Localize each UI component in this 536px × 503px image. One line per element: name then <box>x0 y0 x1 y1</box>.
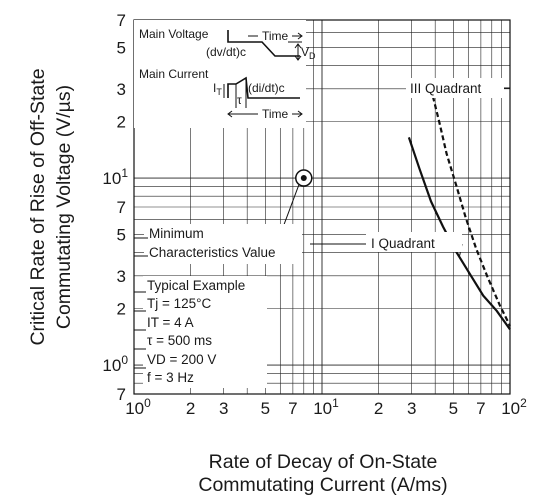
typical-example-box: Typical Example Tj = 125°C IT = 4 A τ = … <box>134 276 267 388</box>
x-tick-label: 101 <box>313 396 339 418</box>
i-quadrant-label-group: I Quadrant <box>366 232 462 252</box>
x-tick-label: 100 <box>125 396 151 418</box>
y-tick-label: 7 <box>117 198 126 217</box>
typical-tj: Tj = 125°C <box>147 296 212 311</box>
y-tick-label: 100 <box>102 353 128 375</box>
x-tick-label: 7 <box>288 399 297 418</box>
y-tick-label: 2 <box>117 300 126 319</box>
x-tick-label: 3 <box>407 399 416 418</box>
typical-example-title: Typical Example <box>147 278 245 293</box>
current-waveform <box>227 76 300 99</box>
y-tick-label: 3 <box>117 80 126 99</box>
iii-quadrant-curve <box>429 88 511 327</box>
y-tick-label: 7 <box>117 11 126 30</box>
y-axis-label-line-2: Commutating Voltage (V/µs) <box>53 85 75 329</box>
didt-label: (di/dt)c <box>248 81 285 95</box>
x-tick-label: 3 <box>219 399 228 418</box>
x-tick-label: 2 <box>186 399 195 418</box>
y-tick-label: 5 <box>117 225 126 244</box>
typical-tau: τ = 500 ms <box>147 333 212 348</box>
series-group <box>310 87 511 331</box>
y-tick-label: 101 <box>102 166 128 188</box>
marker-dot <box>300 175 307 182</box>
main-voltage-label: Main Voltage <box>139 27 209 41</box>
minimum-label: Minimum <box>149 226 204 241</box>
x-axis-label-line-2: Commutating Current (A/ms) <box>198 474 447 496</box>
x-tick-label: 5 <box>449 399 458 418</box>
i-quadrant-curve <box>407 137 511 331</box>
x-tick-label: 102 <box>501 396 527 418</box>
x-axis-title: Rate of Decay of On-State Commutating Cu… <box>198 451 447 496</box>
iii-quadrant-label: III Quadrant <box>410 81 482 96</box>
i-quadrant-label: I Quadrant <box>371 236 435 251</box>
typical-it: IT = 4 A <box>147 315 194 330</box>
iii-quadrant-label-group: III Quadrant <box>406 78 504 98</box>
time-label-bottom: Time <box>262 107 289 121</box>
x-tick-label: 2 <box>374 399 383 418</box>
characteristics-value-label: Characteristics Value <box>149 245 276 260</box>
dvdt-label: (dv/dt)c <box>206 45 246 59</box>
typical-vd: VD = 200 V <box>147 352 216 367</box>
voltage-waveform <box>227 30 300 57</box>
y-tick-label: 5 <box>117 38 126 57</box>
x-axis-label-line-1: Rate of Decay of On-State <box>209 451 438 473</box>
y-axis-label-line-1: Critical Rate of Rise of Off-State <box>27 68 49 345</box>
main-current-label: Main Current <box>139 67 209 81</box>
y-tick-label: 2 <box>117 113 126 132</box>
typical-freq: f = 3 Hz <box>147 370 194 385</box>
x-tick-label: 5 <box>261 399 270 418</box>
minimum-characteristics-label: Minimum Characteristics Value <box>134 224 302 264</box>
y-tick-label: 7 <box>117 385 126 404</box>
tau-label: τ <box>237 93 242 107</box>
time-label-top: Time <box>262 29 289 43</box>
it-label: IT <box>213 81 222 97</box>
y-tick-label: 3 <box>117 267 126 286</box>
y-axis-title: Critical Rate of Rise of Off-State Commu… <box>27 68 75 345</box>
waveform-inset: Main Voltage (dv/dt)c Main Current (di/d… <box>134 20 316 128</box>
x-tick-label: 7 <box>476 399 485 418</box>
plot-frame <box>133 19 511 395</box>
